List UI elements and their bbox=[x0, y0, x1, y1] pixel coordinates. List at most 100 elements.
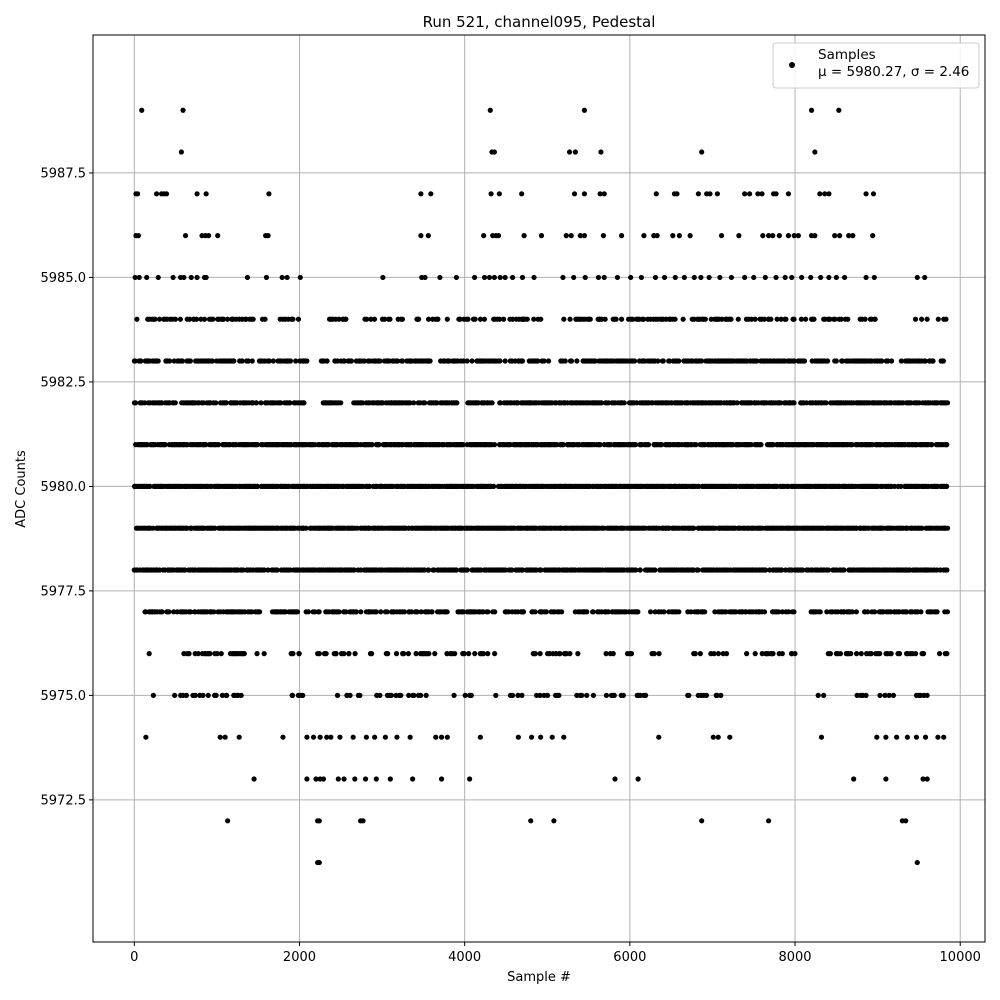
y-axis-label: ADC Counts bbox=[14, 450, 29, 528]
legend-series-name: Samples bbox=[818, 47, 876, 63]
data-point bbox=[882, 692, 888, 698]
data-point bbox=[239, 358, 245, 364]
data-point bbox=[139, 107, 145, 113]
data-point bbox=[280, 734, 286, 740]
data-point bbox=[791, 316, 797, 322]
data-point bbox=[225, 818, 231, 824]
data-point bbox=[633, 567, 639, 573]
data-point bbox=[628, 650, 635, 657]
data-point bbox=[519, 358, 526, 364]
data-point bbox=[172, 400, 178, 406]
data-point bbox=[656, 650, 662, 657]
data-point bbox=[253, 400, 259, 406]
data-point bbox=[833, 358, 839, 364]
data-point bbox=[433, 734, 439, 740]
data-point bbox=[493, 692, 499, 698]
data-point bbox=[751, 274, 757, 281]
data-point bbox=[497, 316, 503, 322]
data-point bbox=[249, 609, 255, 615]
data-point bbox=[407, 400, 413, 406]
data-point bbox=[710, 734, 716, 740]
data-point bbox=[502, 274, 508, 281]
data-point bbox=[210, 316, 216, 322]
data-point bbox=[903, 609, 910, 615]
data-point bbox=[941, 734, 947, 740]
data-point bbox=[532, 609, 538, 615]
data-point bbox=[691, 525, 697, 531]
data-point bbox=[584, 692, 590, 698]
data-point bbox=[465, 316, 471, 322]
data-point bbox=[940, 358, 947, 364]
x-tick-label: 10000 bbox=[940, 950, 981, 965]
data-point bbox=[752, 316, 758, 322]
data-point bbox=[832, 233, 838, 239]
data-point bbox=[853, 609, 859, 615]
x-axis-label: Sample # bbox=[507, 970, 571, 985]
data-point bbox=[537, 692, 543, 698]
data-point bbox=[509, 274, 516, 281]
data-point bbox=[502, 358, 508, 364]
data-point bbox=[462, 692, 468, 698]
data-point bbox=[357, 692, 363, 698]
data-point bbox=[774, 316, 780, 322]
data-point bbox=[334, 692, 341, 698]
data-point bbox=[918, 609, 924, 615]
data-point bbox=[602, 316, 608, 322]
data-point bbox=[492, 650, 498, 657]
data-point bbox=[477, 734, 483, 740]
data-point bbox=[215, 442, 222, 448]
data-point bbox=[832, 316, 838, 322]
data-point bbox=[178, 149, 184, 155]
data-point bbox=[851, 776, 857, 782]
data-point bbox=[543, 609, 549, 615]
data-point bbox=[563, 233, 569, 239]
chart-title: Run 521, channel095, Pedestal bbox=[423, 13, 656, 31]
data-point bbox=[301, 400, 307, 406]
data-point bbox=[360, 818, 366, 824]
data-point bbox=[691, 274, 697, 281]
data-point bbox=[924, 692, 930, 698]
data-point bbox=[394, 734, 400, 740]
data-point bbox=[801, 358, 808, 364]
data-point bbox=[638, 274, 645, 281]
data-point bbox=[661, 274, 668, 281]
data-point bbox=[913, 650, 919, 657]
data-point bbox=[166, 358, 173, 364]
legend-marker bbox=[789, 62, 795, 68]
data-point bbox=[254, 483, 261, 490]
data-point bbox=[571, 274, 577, 281]
data-point bbox=[714, 191, 721, 197]
data-point bbox=[692, 650, 698, 657]
data-points bbox=[131, 107, 951, 866]
data-point bbox=[868, 650, 874, 657]
data-point bbox=[261, 650, 267, 657]
data-point bbox=[423, 692, 429, 698]
data-point bbox=[415, 316, 422, 322]
data-point bbox=[460, 358, 467, 364]
data-point bbox=[200, 692, 206, 698]
data-point bbox=[159, 609, 165, 615]
data-point bbox=[776, 233, 782, 239]
data-point bbox=[826, 191, 832, 197]
data-point bbox=[545, 358, 552, 364]
data-point bbox=[385, 650, 391, 657]
data-point bbox=[481, 233, 487, 239]
data-point bbox=[380, 274, 386, 281]
data-point bbox=[561, 316, 567, 322]
data-point bbox=[885, 358, 891, 364]
data-point bbox=[791, 233, 797, 239]
data-point bbox=[135, 233, 142, 239]
data-point bbox=[723, 609, 729, 615]
data-point bbox=[444, 734, 450, 740]
data-point bbox=[316, 609, 322, 615]
data-point bbox=[621, 400, 627, 406]
data-point bbox=[296, 650, 302, 657]
data-point bbox=[150, 692, 156, 698]
data-point bbox=[865, 609, 871, 615]
data-point bbox=[752, 650, 758, 657]
data-point bbox=[712, 609, 718, 615]
data-point bbox=[736, 233, 742, 239]
data-point bbox=[850, 233, 856, 239]
data-point bbox=[480, 650, 487, 657]
data-point bbox=[524, 316, 530, 322]
